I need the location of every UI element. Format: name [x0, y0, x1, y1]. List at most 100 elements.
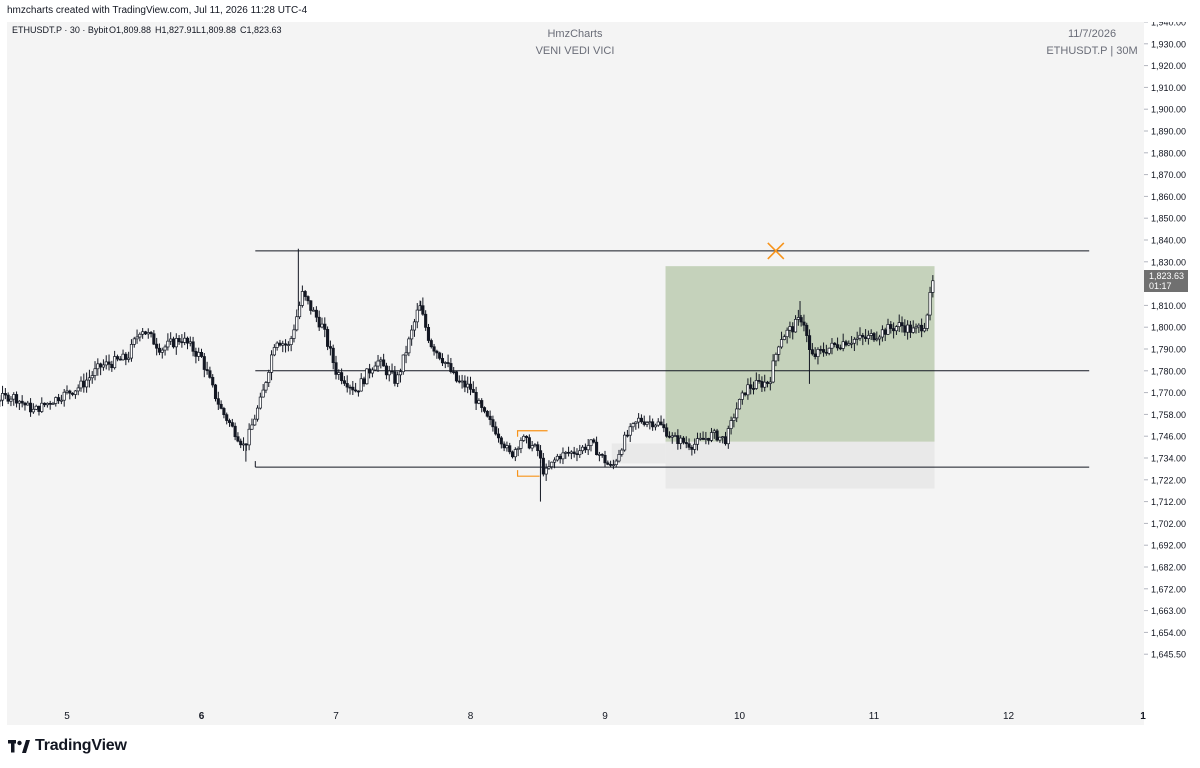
candle-155 [365, 368, 369, 385]
candle-317 [819, 345, 823, 355]
candle-body [600, 453, 604, 456]
stop-zone [665, 441, 935, 489]
candle-body [15, 394, 19, 404]
candle-59 [96, 358, 100, 376]
candle-159 [376, 354, 380, 372]
candle-body [68, 390, 72, 394]
candle-182 [440, 353, 445, 367]
candle-body [903, 325, 907, 333]
candle-body [491, 419, 495, 428]
candle-body [894, 326, 898, 332]
candle-142 [328, 340, 332, 356]
candle-body [166, 340, 170, 348]
candle-body [115, 356, 119, 360]
candle-241 [606, 460, 610, 466]
candle-124 [278, 339, 282, 347]
candle-183 [443, 361, 447, 369]
candle-302 [777, 345, 781, 362]
candle-312 [805, 322, 809, 343]
candle-body [345, 383, 349, 388]
time-axis-background[interactable] [7, 705, 1144, 725]
candle-body [510, 451, 515, 458]
candle-193 [471, 381, 475, 393]
price-tick-label-13: 1,810.00 [1151, 301, 1186, 311]
candle-145 [337, 369, 341, 380]
candle-313 [808, 329, 812, 352]
candle-body [118, 358, 122, 361]
candle-104 [222, 406, 226, 419]
candle-67 [118, 356, 122, 361]
candle-body [418, 305, 422, 311]
time-tick-label-1: 6 [199, 711, 205, 722]
candle-body [670, 435, 674, 438]
candle-69 [124, 352, 128, 366]
candle-body [29, 402, 33, 413]
candle-109 [236, 432, 240, 443]
candle-252 [637, 413, 641, 429]
price-tick-label-18: 1,758.00 [1151, 410, 1186, 420]
candle-body [328, 346, 332, 349]
candle-290 [743, 392, 747, 397]
candle-95 [197, 347, 201, 362]
candle-143 [331, 344, 335, 370]
candle-153 [359, 373, 363, 392]
candle-body [331, 347, 335, 364]
candle-body [23, 402, 27, 406]
time-axis[interactable]: 5 6 7 8 9 10 11 12 1 [64, 711, 1146, 722]
candle-343 [892, 322, 896, 339]
candle-body [539, 450, 543, 459]
candle-body [925, 314, 929, 329]
candle-225 [561, 447, 565, 465]
candle-41 [45, 402, 49, 408]
candle-348 [906, 320, 910, 340]
candle-body [645, 422, 649, 425]
candle-125 [281, 340, 285, 353]
candle-298 [765, 380, 770, 388]
candle-body [480, 400, 484, 408]
candle-body [648, 421, 652, 424]
candle-body [760, 381, 764, 388]
price-axis-background[interactable] [1144, 0, 1200, 725]
candle-body [799, 317, 803, 323]
candle-body [129, 344, 133, 359]
price-tick-label-10: 1,840.00 [1151, 236, 1186, 246]
candle-127 [286, 341, 290, 352]
candle-88 [177, 335, 181, 345]
candle-body [309, 300, 313, 311]
candle-81 [157, 343, 162, 356]
candle-body [384, 365, 388, 376]
candle-body [659, 421, 663, 425]
candle-60 [99, 362, 103, 376]
candle-224 [558, 453, 562, 464]
tradingview-logo[interactable]: TradingView [8, 737, 127, 755]
candle-body [261, 389, 265, 398]
candle-272 [693, 438, 697, 454]
candle-219 [544, 463, 548, 481]
candle-27 [6, 392, 10, 405]
plot-background [7, 22, 1144, 705]
candle-102 [216, 391, 220, 411]
price-tick-label-7: 1,870.00 [1151, 170, 1186, 180]
candle-body [342, 380, 346, 384]
candle-body [48, 402, 52, 405]
candle-body [404, 352, 408, 356]
candle-139 [320, 317, 324, 329]
candle-body [289, 338, 293, 345]
candle-71 [129, 339, 133, 362]
candle-171 [410, 325, 414, 346]
candle-131 [298, 301, 302, 320]
candle-body [880, 329, 884, 338]
time-tick-label-7: 12 [1003, 711, 1015, 722]
zones-layer [611, 266, 935, 489]
price-axis[interactable]: 1,940.00 1,930.00 1,920.00 1,910.00 1,900.00… [1144, 18, 1186, 660]
price-tick-label-27: 1,663.00 [1151, 606, 1186, 616]
candle-203 [499, 436, 503, 449]
price-tick-label-4: 1,900.00 [1151, 105, 1186, 115]
watermark-title: HmzCharts [547, 28, 603, 40]
candle-body [393, 371, 397, 384]
candle-62 [104, 355, 108, 370]
candle-body [763, 381, 767, 388]
candle-body [471, 389, 475, 393]
candle-body [454, 371, 459, 382]
